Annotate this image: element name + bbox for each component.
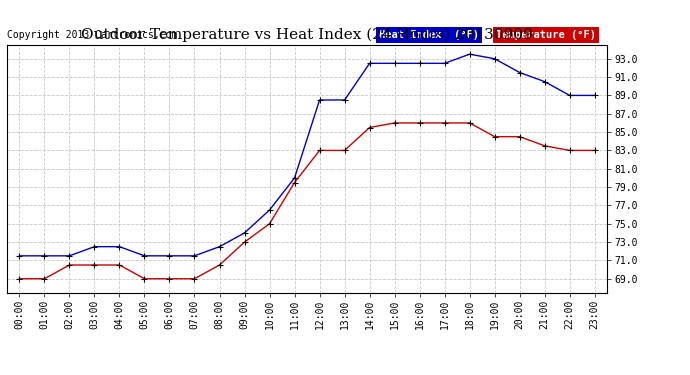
Text: Temperature (°F): Temperature (°F) [496, 30, 596, 40]
Text: Heat Index  (°F): Heat Index (°F) [379, 30, 479, 40]
Text: Copyright 2013 Cartronics.com: Copyright 2013 Cartronics.com [7, 30, 177, 40]
Title: Outdoor Temperature vs Heat Index (24 Hours) 20130909: Outdoor Temperature vs Heat Index (24 Ho… [81, 28, 533, 42]
